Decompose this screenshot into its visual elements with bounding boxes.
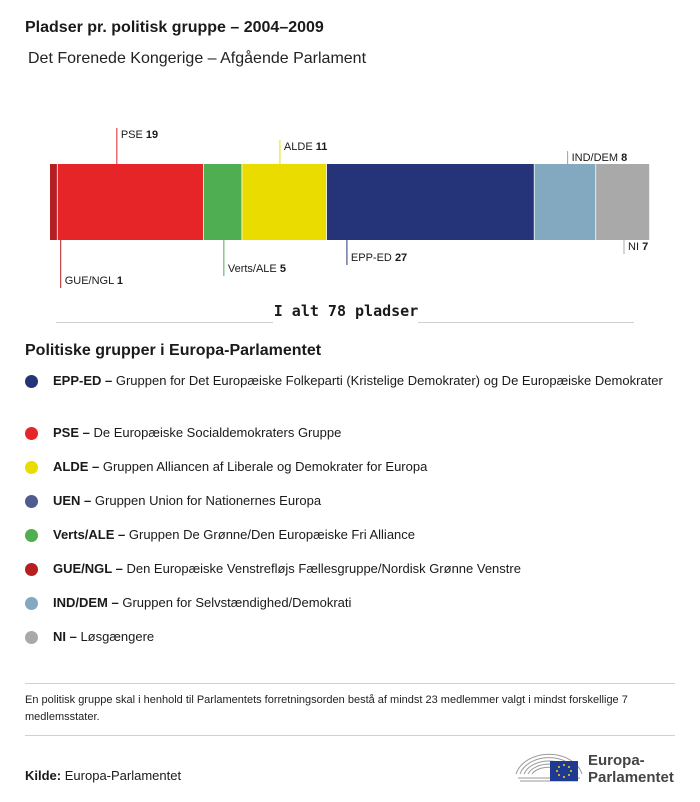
bar-label-ind-dem: IND/DEM 8 — [572, 152, 628, 164]
legend-swatch — [25, 495, 38, 508]
legend-text: ALDE – Gruppen Alliancen af Liberale og … — [53, 458, 663, 476]
logo-text-line2: Parlamentet — [588, 769, 674, 786]
total-divider-right — [418, 322, 634, 323]
bar-segment-verts-ale — [203, 164, 242, 240]
legend-description: Den Europæiske Venstrefløjs Fællesgruppe… — [122, 561, 521, 576]
bar-label-pse: PSE 19 — [121, 129, 158, 141]
bar-label-ni: NI 7 — [628, 241, 648, 253]
legend-abbr: GUE/NGL – — [53, 561, 123, 576]
bar-label-verts-ale: Verts/ALE 5 — [228, 263, 286, 275]
bar-segment-gue-ngl — [50, 164, 57, 240]
divider-top — [25, 683, 675, 684]
legend-abbr: IND/DEM – — [53, 595, 119, 610]
legend-description: Gruppen for Det Europæiske Folkeparti (K… — [112, 373, 663, 388]
legend-abbr: ALDE – — [53, 459, 100, 474]
bar-label-gue-ngl: GUE/NGL 1 — [65, 275, 123, 287]
legend-swatch — [25, 529, 38, 542]
total-divider-left — [56, 322, 273, 323]
legend-description: Løsgængere — [76, 629, 155, 644]
legend-abbr: EPP-ED – — [53, 373, 113, 388]
bar-segment-epp-ed — [326, 164, 534, 240]
legend-abbr: Verts/ALE – — [53, 527, 126, 542]
legend-text: EPP-ED – Gruppen for Det Europæiske Folk… — [53, 372, 663, 390]
footnote: En politisk gruppe skal i henhold til Pa… — [25, 694, 628, 723]
european-parliament-logo-icon — [515, 753, 583, 782]
legend-abbr: NI – — [53, 629, 77, 644]
legend-text: UEN – Gruppen Union for Nationernes Euro… — [53, 492, 663, 510]
legend-text: NI – Løsgængere — [53, 628, 663, 646]
legend-title: Politiske grupper i Europa-Parlamentet — [25, 342, 322, 359]
bar-segment-alde — [242, 164, 327, 240]
source: Kilde: Europa-Parlamentet — [25, 768, 181, 783]
source-label: Kilde: — [25, 768, 62, 783]
legend-description: De Europæiske Socialdemokraters Gruppe — [89, 425, 342, 440]
divider-bottom — [25, 735, 675, 736]
stacked-bar-chart: GUE/NGL 1 PSE 19 Verts/ALE 5 ALDE 11 EPP-ED … — [50, 128, 650, 288]
legend-description: Gruppen De Grønne/Den Europæiske Fri All… — [125, 527, 416, 542]
bar-segment-pse — [57, 164, 204, 240]
legend-swatch — [25, 563, 38, 576]
legend-text: Verts/ALE – Gruppen De Grønne/Den Europæ… — [53, 526, 663, 544]
legend-text: IND/DEM – Gruppen for Selvstændighed/Dem… — [53, 594, 663, 612]
chart-subtitle: Det Forenede Kongerige – Afgående Parlam… — [28, 50, 367, 67]
legend-abbr: UEN – — [53, 493, 92, 508]
bar-label-epp-ed: EPP-ED 27 — [351, 252, 407, 264]
legend-swatch — [25, 631, 38, 644]
total-seats-label: I alt 78 pladser — [273, 302, 419, 320]
legend-swatch — [25, 597, 38, 610]
bar-segment-ind-dem — [534, 164, 596, 240]
bar-label-alde: ALDE 11 — [284, 141, 327, 153]
bar-segment-ni — [596, 164, 650, 240]
legend-swatch — [25, 461, 38, 474]
legend-description: Gruppen for Selvstændighed/Demokrati — [118, 595, 352, 610]
legend-swatch — [25, 375, 38, 388]
logo-text-line1: Europa- — [588, 752, 645, 769]
legend-description: Gruppen Union for Nationernes Europa — [91, 493, 322, 508]
chart-title: Pladser pr. politisk gruppe – 2004–2009 — [25, 19, 324, 36]
source-value: Europa-Parlamentet — [64, 768, 182, 783]
european-parliament-logo: Europa- Parlamentet — [514, 744, 684, 788]
legend-text: GUE/NGL – Den Europæiske Venstrefløjs Fæ… — [53, 560, 663, 578]
legend-abbr: PSE – — [53, 425, 90, 440]
legend-swatch — [25, 427, 38, 440]
legend-description: Gruppen Alliancen af Liberale og Demokra… — [99, 459, 428, 474]
legend-text: PSE – De Europæiske Socialdemokraters Gr… — [53, 424, 663, 442]
